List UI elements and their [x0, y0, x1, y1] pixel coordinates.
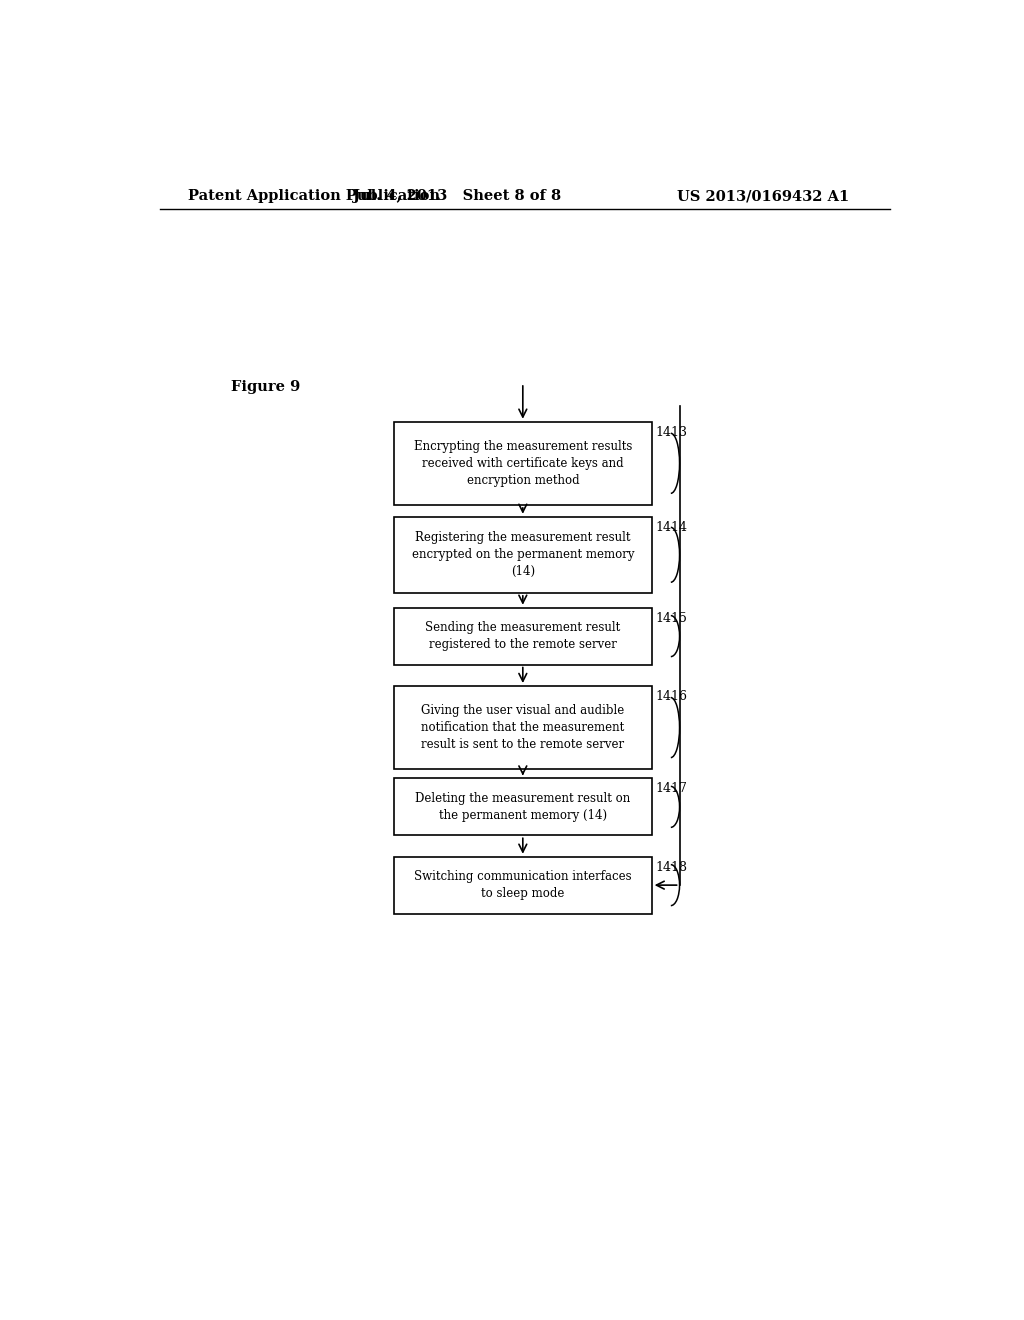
- Bar: [394, 857, 652, 913]
- Text: 1414: 1414: [655, 521, 688, 533]
- Text: Switching communication interfaces
to sleep mode: Switching communication interfaces to sl…: [414, 870, 632, 900]
- Bar: [394, 686, 652, 770]
- Bar: [394, 779, 652, 836]
- Text: US 2013/0169432 A1: US 2013/0169432 A1: [677, 189, 849, 203]
- Bar: [394, 421, 652, 506]
- Bar: [394, 607, 652, 664]
- Text: Encrypting the measurement results
received with certificate keys and
encryption: Encrypting the measurement results recei…: [414, 440, 632, 487]
- Text: Giving the user visual and audible
notification that the measurement
result is s: Giving the user visual and audible notif…: [421, 704, 625, 751]
- Text: Patent Application Publication: Patent Application Publication: [187, 189, 439, 203]
- Text: 1415: 1415: [655, 611, 688, 624]
- Text: 1413: 1413: [655, 426, 688, 438]
- Text: Sending the measurement result
registered to the remote server: Sending the measurement result registere…: [425, 622, 621, 651]
- Text: Deleting the measurement result on
the permanent memory (14): Deleting the measurement result on the p…: [415, 792, 631, 822]
- Text: 1417: 1417: [655, 783, 688, 796]
- Text: 1416: 1416: [655, 690, 688, 704]
- Text: Registering the measurement result
encrypted on the permanent memory
(14): Registering the measurement result encry…: [412, 531, 634, 578]
- Bar: [394, 516, 652, 593]
- Text: Jul. 4, 2013   Sheet 8 of 8: Jul. 4, 2013 Sheet 8 of 8: [353, 189, 561, 203]
- Text: 1418: 1418: [655, 861, 688, 874]
- Text: Figure 9: Figure 9: [231, 380, 300, 395]
